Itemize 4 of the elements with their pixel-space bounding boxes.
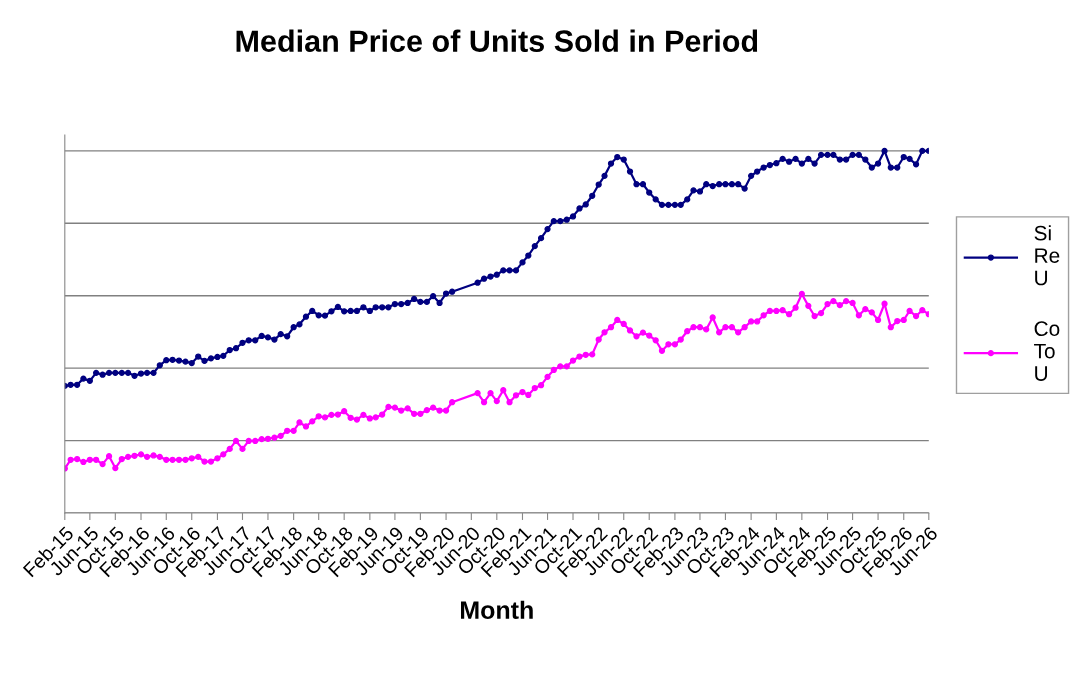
x-axis-title: Month	[460, 600, 533, 619]
legend-label: Co To U	[1034, 321, 1060, 381]
legend-label: Si Re U	[1034, 225, 1060, 286]
chart-title: Median Price of Units Sold in Period	[236, 29, 758, 52]
